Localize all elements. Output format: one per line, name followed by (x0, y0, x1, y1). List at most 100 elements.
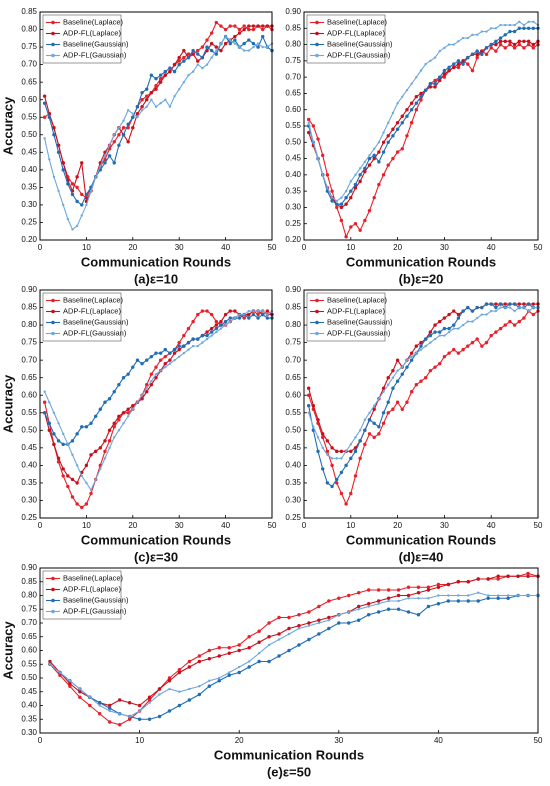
data-point (339, 202, 344, 206)
data-point (121, 126, 126, 130)
data-point (490, 27, 493, 30)
data-point (516, 594, 520, 597)
data-point (330, 463, 334, 468)
data-point (251, 27, 256, 32)
y-tick-label: 0.30 (21, 200, 37, 209)
data-point (75, 432, 79, 436)
data-point (56, 150, 61, 155)
data-point (442, 316, 447, 320)
data-point (201, 341, 204, 344)
data-point (466, 320, 469, 323)
data-point (214, 326, 219, 331)
data-point (456, 59, 461, 63)
data-point (381, 150, 386, 154)
caption: (c)ε=30 (134, 549, 178, 564)
y-tick-label: 0.45 (285, 443, 301, 452)
data-point (117, 383, 121, 387)
data-point (526, 302, 531, 306)
data-point (247, 660, 251, 663)
data-point (307, 610, 311, 614)
data-point (126, 415, 130, 418)
data-point (405, 108, 409, 112)
data-point (386, 411, 390, 415)
data-point (42, 101, 47, 105)
data-point (242, 316, 246, 320)
data-point (242, 313, 246, 316)
data-point (66, 182, 70, 186)
data-point (490, 309, 493, 313)
data-point (382, 390, 385, 393)
data-point (372, 407, 376, 411)
data-point (70, 477, 75, 482)
data-point (148, 701, 151, 704)
data-point (446, 582, 451, 587)
data-point (207, 657, 212, 661)
data-point (247, 646, 251, 650)
data-point (357, 618, 361, 622)
data-point (347, 621, 351, 625)
data-point (494, 330, 498, 334)
data-point (42, 400, 47, 404)
data-point (188, 687, 191, 691)
data-point (476, 599, 480, 603)
data-point (117, 698, 122, 702)
data-point (317, 632, 321, 636)
data-point (168, 358, 172, 362)
data-point (527, 20, 530, 23)
data-point (214, 52, 219, 56)
caption: (d)ε=40 (399, 549, 444, 564)
data-point (326, 453, 329, 457)
data-point (475, 49, 479, 53)
data-point (205, 45, 209, 49)
data-point (498, 42, 503, 47)
x-tick-label: 50 (534, 521, 543, 530)
data-point (494, 39, 498, 44)
data-point (214, 323, 219, 327)
data-point (498, 302, 503, 306)
x-tick-label: 10 (346, 521, 355, 530)
data-point (461, 347, 465, 352)
data-point (471, 320, 474, 323)
data-point (136, 401, 139, 404)
x-tick-label: 10 (82, 243, 91, 252)
data-point (209, 312, 214, 317)
data-point (526, 42, 531, 47)
data-point (149, 383, 154, 387)
data-point (187, 665, 192, 669)
data-point (307, 411, 310, 414)
data-point (177, 59, 181, 63)
data-point (66, 217, 70, 221)
data-point (496, 577, 500, 581)
data-point (252, 45, 255, 49)
data-point (512, 302, 517, 306)
legend-label: Baseline(Laplace) (63, 573, 124, 582)
data-point (373, 404, 376, 407)
data-point (126, 372, 130, 376)
data-point (287, 626, 291, 631)
y-tick-label: 0.45 (21, 687, 37, 696)
data-point (335, 481, 339, 485)
y-tick-label: 0.60 (21, 390, 37, 399)
y-tick-label: 0.90 (21, 285, 37, 294)
data-point (475, 316, 479, 320)
data-point (508, 306, 512, 309)
data-point (363, 166, 367, 171)
data-point (267, 643, 271, 647)
data-point (98, 704, 101, 707)
data-point (494, 309, 498, 313)
data-point (108, 720, 112, 724)
data-point (401, 365, 404, 369)
data-point (297, 627, 301, 630)
data-point (224, 35, 227, 38)
data-point (438, 75, 442, 79)
data-point (419, 344, 423, 348)
data-point (531, 46, 536, 50)
data-point (167, 676, 172, 680)
data-point (196, 48, 200, 53)
data-point (121, 375, 126, 380)
data-point (395, 379, 400, 383)
legend-marker (315, 309, 319, 314)
data-point (522, 302, 526, 306)
data-point (498, 326, 503, 331)
y-tick-label: 0.70 (21, 355, 37, 364)
